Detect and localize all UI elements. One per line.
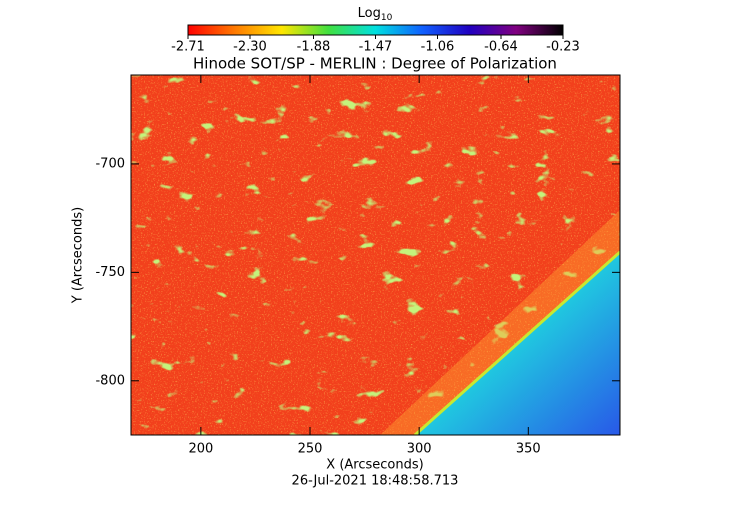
colorbar-tick-label: -1.88	[297, 40, 331, 55]
chart-title: Hinode SOT/SP - MERLIN : Degree of Polar…	[193, 55, 557, 73]
y-axis-label: Y (Arcseconds)	[71, 207, 86, 304]
x-tick-label: 300	[407, 442, 432, 457]
solar-image	[131, 75, 620, 435]
colorbar-tick-label: -1.47	[359, 40, 393, 55]
x-axis-label: X (Arcseconds)	[326, 458, 423, 473]
y-tick-label: -700	[95, 156, 125, 171]
colorbar-tick-label: -2.71	[171, 40, 205, 55]
y-tick-label: -750	[95, 265, 125, 280]
plot-frame	[130, 74, 621, 436]
colorbar-label: Log10	[358, 6, 393, 23]
limb-edge	[414, 250, 620, 435]
x-tick-label: 200	[188, 442, 213, 457]
colorbar-tick-label: -0.64	[484, 40, 518, 55]
limb-haze	[380, 210, 620, 435]
footer-timestamp: 26-Jul-2021 18:48:58.713	[292, 474, 459, 489]
colorbar-label-sub: 10	[381, 13, 393, 23]
colorbar-label-text: Log	[358, 6, 381, 21]
x-tick-label: 250	[298, 442, 323, 457]
colorbar-tick-label: -2.30	[233, 40, 267, 55]
colorbar-tick-label: -0.23	[546, 40, 580, 55]
colorbar	[187, 24, 564, 36]
y-tick-label: -800	[95, 373, 125, 388]
x-tick-label: 350	[516, 442, 541, 457]
colorbar-tick-label: -1.06	[421, 40, 455, 55]
